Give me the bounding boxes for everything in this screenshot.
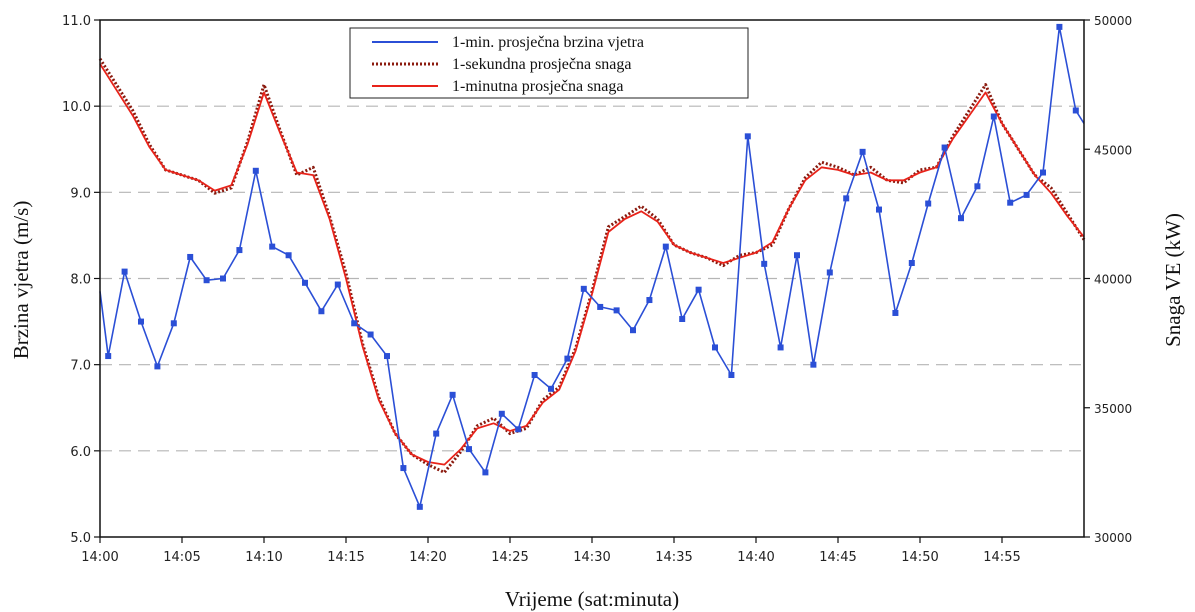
series-0-point-33 [630, 327, 636, 334]
x-tick-label-1: 14:05 [163, 550, 200, 565]
series-0-point-38 [712, 344, 718, 351]
y-tick-label-2: 7.0 [70, 359, 91, 374]
x-tick-label-4: 14:20 [409, 550, 446, 565]
series-0-point-56 [1007, 199, 1014, 206]
y2-tick-label-1: 35000 [1094, 402, 1132, 416]
series-0-point-35 [662, 243, 669, 250]
series-0-point-48 [876, 206, 882, 213]
series-0-point-30 [580, 285, 587, 292]
series-0-point-12 [285, 252, 292, 259]
x-axis-title: Vrijeme (sat:minuta) [505, 587, 679, 611]
series-0-point-8 [220, 275, 226, 282]
series-0-point-7 [203, 277, 210, 284]
series-0-point-18 [384, 353, 390, 360]
series-0-point-5 [170, 320, 177, 327]
series-0-point-46 [843, 195, 850, 202]
series-0-point-21 [433, 430, 440, 437]
x-tick-label-11: 14:55 [983, 550, 1020, 565]
series-0-point-23 [466, 446, 472, 453]
series-0-point-11 [269, 243, 276, 250]
series-0-point-58 [1040, 169, 1046, 176]
series-0-point-9 [236, 247, 243, 254]
series-0-point-24 [482, 469, 489, 476]
series-0-point-53 [958, 215, 964, 222]
series-line-2 [99, 63, 1085, 466]
series-0-point-28 [548, 385, 554, 392]
x-tick-label-9: 14:45 [819, 550, 856, 565]
series-0-point-50 [908, 259, 915, 266]
series-0-point-6 [187, 253, 194, 260]
series-0-point-27 [531, 372, 538, 379]
y-tick-label-1: 6.0 [70, 445, 91, 460]
series-0-point-51 [925, 200, 932, 207]
x-tick-label-0: 14:00 [81, 550, 118, 565]
series-0-point-15 [334, 281, 341, 288]
series-layer [98, 23, 1086, 510]
x-tick-label-2: 14:10 [245, 550, 282, 565]
legend: 1-min. prosječna brzina vjetra 1-sekundn… [349, 27, 749, 99]
series-0-point-39 [728, 372, 735, 379]
y2-tick-label-3: 45000 [1094, 143, 1132, 157]
series-0-point-4 [154, 363, 161, 370]
series-0-point-13 [302, 279, 308, 286]
series-0-point-47 [859, 148, 866, 155]
y2-axis-title: Snaga VE (kW) [1161, 213, 1185, 347]
series-0-point-1 [105, 353, 112, 360]
series-0-point-32 [613, 307, 620, 314]
series-0-point-34 [646, 297, 653, 304]
y2-tick-label-0: 30000 [1094, 531, 1132, 545]
x-tick-label-5: 14:25 [491, 550, 528, 565]
series-0-point-36 [679, 315, 686, 322]
x-tick-label-8: 14:40 [737, 550, 774, 565]
y-tick-label-4: 9.0 [70, 186, 91, 201]
series-0-point-40 [744, 133, 751, 140]
series-0-point-57 [1023, 191, 1030, 198]
y2-tick-label-2: 40000 [1094, 273, 1132, 287]
series-0-point-14 [318, 308, 325, 315]
x-tick-label-7: 14:35 [655, 550, 692, 565]
legend-label-wind: 1-min. prosječna brzina vjetra [452, 34, 644, 51]
series-0-point-52 [941, 144, 948, 151]
x-tick-label-3: 14:15 [327, 550, 364, 565]
y-tick-label-5: 10.0 [62, 100, 91, 115]
y-tick-label-6: 11.0 [62, 14, 91, 29]
y-tick-label-0: 5.0 [70, 531, 91, 546]
series-0-point-10 [252, 167, 259, 174]
series-0-point-19 [400, 465, 407, 472]
series-0-point-55 [990, 113, 997, 120]
series-0-point-26 [515, 426, 522, 433]
grid-lines [100, 105, 1084, 452]
series-0-point-2 [121, 268, 128, 275]
series-0-point-59 [1056, 23, 1063, 30]
series-0-point-25 [498, 410, 505, 417]
legend-label-power-1s: 1-sekundna prosječna snaga [452, 56, 632, 73]
series-0-point-20 [416, 503, 423, 510]
series-line-0 [99, 26, 1085, 508]
series-0-point-29 [564, 355, 571, 362]
series-0-point-16 [351, 320, 358, 327]
series-0-point-54 [974, 183, 981, 190]
legend-label-power-1min: 1-minutna prosječna snaga [452, 78, 624, 95]
series-0-point-45 [826, 269, 833, 276]
series-0-point-49 [892, 309, 899, 316]
y-axis-title: Brzina vjetra (m/s) [9, 201, 33, 360]
series-0-point-41 [761, 260, 768, 267]
series-0-point-31 [597, 303, 604, 310]
series-0-point-42 [777, 344, 784, 351]
y-tick-label-3: 8.0 [70, 273, 91, 288]
series-0-point-37 [695, 286, 702, 293]
series-0-point-44 [810, 361, 817, 368]
x-tick-label-10: 14:50 [901, 550, 938, 565]
series-0-point-60 [1072, 107, 1079, 114]
series-0-point-43 [794, 252, 800, 259]
series-0-point-17 [367, 331, 374, 338]
y2-tick-label-4: 50000 [1094, 14, 1132, 28]
x-tick-label-6: 14:30 [573, 550, 610, 565]
series-0-point-3 [138, 318, 144, 325]
series-0-point-22 [449, 391, 456, 398]
tick-layer: 5.0 6.0 7.0 8.0 9.0 10.0 11.0 30000 35000 40000 45… [62, 14, 1132, 565]
